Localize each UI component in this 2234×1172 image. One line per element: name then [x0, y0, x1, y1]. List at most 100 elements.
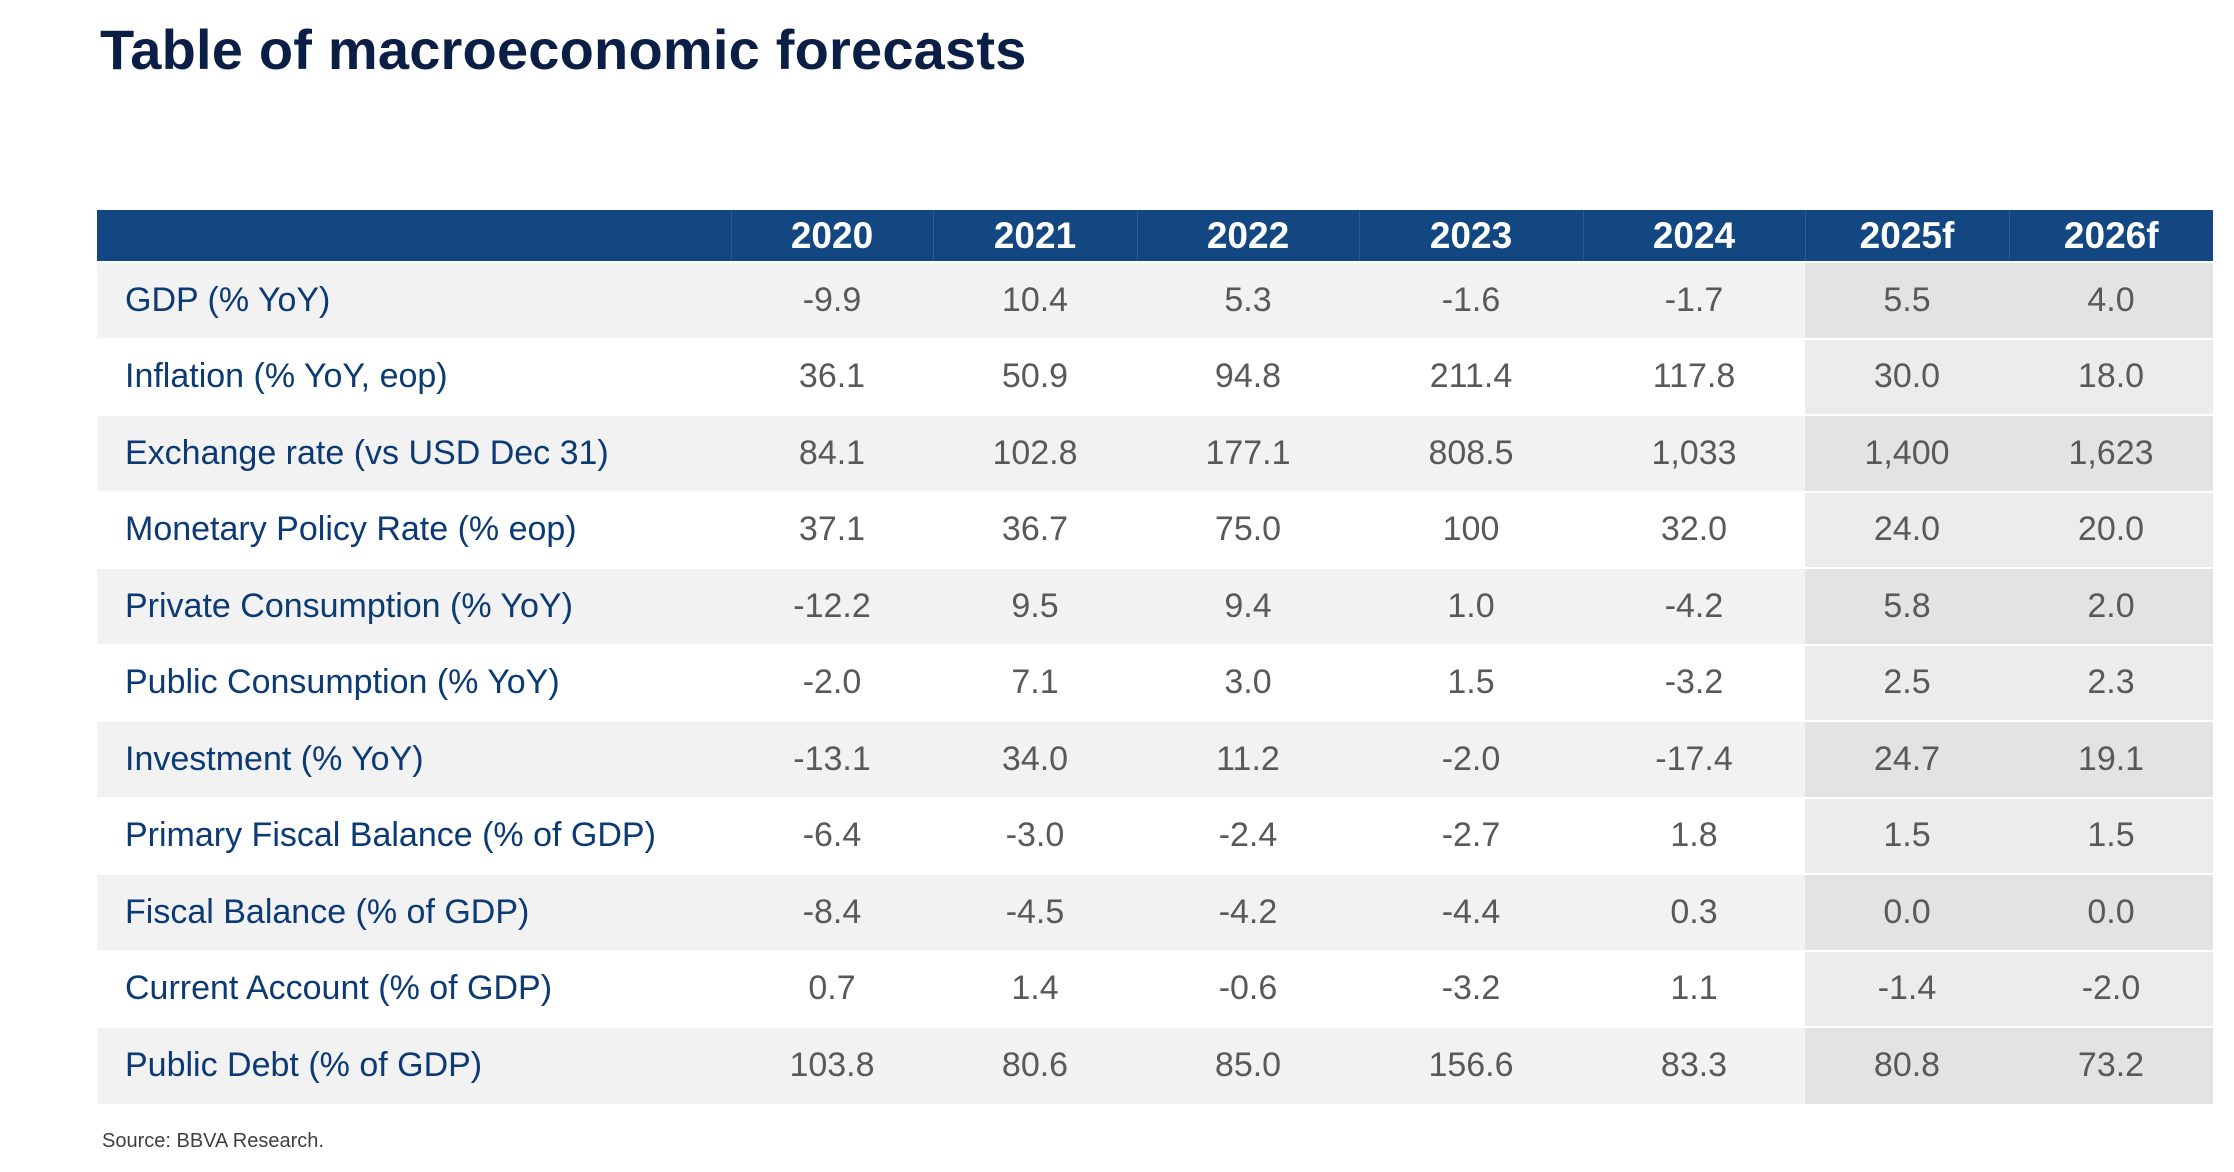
- header-cell-2025f: 2025f: [1804, 210, 2009, 262]
- value-cell: 1.1: [1583, 949, 1805, 1027]
- source-note: Source: BBVA Research.: [102, 1130, 324, 1152]
- value-cell: 37.1: [731, 490, 933, 568]
- value-cell: -17.4: [1583, 720, 1805, 798]
- value-cell: 50.9: [933, 337, 1137, 415]
- table-row: GDP (% YoY) -9.9 10.4 5.3 -1.6 -1.7 5.5 4.0: [97, 261, 2213, 339]
- value-cell: 102.8: [933, 414, 1137, 492]
- table-body: GDP (% YoY) -9.9 10.4 5.3 -1.6 -1.7 5.5 4.0 Infl…: [97, 261, 2213, 1104]
- value-cell: 83.3: [1583, 1026, 1805, 1104]
- table-row: Public Consumption (% YoY) -2.0 7.1 3.0 1.5-…: [97, 643, 2213, 721]
- value-cell: 3.0: [1137, 643, 1359, 721]
- value-cell: -13.1: [731, 720, 933, 798]
- value-cell: -8.4: [731, 873, 933, 951]
- table-row: Fiscal Balance (% of GDP) -8.4 -4.5 -4.2 -4.…: [97, 873, 2213, 951]
- value-cell: -4.2: [1583, 567, 1805, 645]
- value-cell: 156.6: [1359, 1026, 1583, 1104]
- forecast-value-cell: 19.1: [2009, 720, 2213, 798]
- forecast-value-cell: 20.0: [2009, 490, 2213, 568]
- header-cell-2024: 2024: [1582, 210, 1805, 262]
- value-cell: -9.9: [731, 261, 933, 339]
- table-row: Investment (% YoY) -13.1 34.0 11.2 -2.0 -17.4…: [97, 720, 2213, 798]
- page-title: Table of macroeconomic forecasts: [100, 18, 1027, 81]
- value-cell: 10.4: [933, 261, 1137, 339]
- value-cell: 0.3: [1583, 873, 1805, 951]
- value-cell: 94.8: [1137, 337, 1359, 415]
- value-cell: -2.7: [1359, 796, 1583, 874]
- value-cell: -1.6: [1359, 261, 1583, 339]
- value-cell: -3.2: [1359, 949, 1583, 1027]
- forecast-value-cell: 24.7: [1805, 720, 2009, 798]
- value-cell: 7.1: [933, 643, 1137, 721]
- row-label: GDP (% YoY): [97, 261, 731, 339]
- forecast-value-cell: 30.0: [1805, 337, 2009, 415]
- row-label: Inflation (% YoY, eop): [97, 337, 731, 415]
- forecast-value-cell: 1.5: [2009, 796, 2213, 874]
- value-cell: 1.5: [1359, 643, 1583, 721]
- row-label: Fiscal Balance (% of GDP): [97, 873, 731, 951]
- value-cell: -6.4: [731, 796, 933, 874]
- value-cell: -4.4: [1359, 873, 1583, 951]
- table-row: Monetary Policy Rate (% eop) 37.1 36.7 75.0…: [97, 490, 2213, 568]
- value-cell: -3.2: [1583, 643, 1805, 721]
- table-row: Current Account (% of GDP) 0.7 1.4 -0.6 -3.2…: [97, 949, 2213, 1027]
- row-label: Private Consumption (% YoY): [97, 567, 731, 645]
- value-cell: 75.0: [1137, 490, 1359, 568]
- value-cell: 34.0: [933, 720, 1137, 798]
- value-cell: 117.8: [1583, 337, 1805, 415]
- header-row: 2020 2021 2022 2023 2024 2025f 2026f: [97, 210, 2213, 262]
- value-cell: 1.8: [1583, 796, 1805, 874]
- row-label: Monetary Policy Rate (% eop): [97, 490, 731, 568]
- forecast-value-cell: 4.0: [2009, 261, 2213, 339]
- header-cell-2022: 2022: [1136, 210, 1359, 262]
- value-cell: 5.3: [1137, 261, 1359, 339]
- value-cell: 177.1: [1137, 414, 1359, 492]
- header-cell-2023: 2023: [1358, 210, 1583, 262]
- forecast-value-cell: 80.8: [1805, 1026, 2009, 1104]
- value-cell: 9.5: [933, 567, 1137, 645]
- value-cell: -2.4: [1137, 796, 1359, 874]
- value-cell: 85.0: [1137, 1026, 1359, 1104]
- row-label: Current Account (% of GDP): [97, 949, 731, 1027]
- row-label: Investment (% YoY): [97, 720, 731, 798]
- value-cell: 36.7: [933, 490, 1137, 568]
- forecast-table-container: 2020 2021 2022 2023 2024 2025f 2026f GDP…: [97, 210, 2213, 1104]
- row-label: Public Consumption (% YoY): [97, 643, 731, 721]
- value-cell: 84.1: [731, 414, 933, 492]
- value-cell: -12.2: [731, 567, 933, 645]
- table-row: Private Consumption (% YoY) -12.2 9.5 9.4 1.…: [97, 567, 2213, 645]
- value-cell: 100: [1359, 490, 1583, 568]
- value-cell: 36.1: [731, 337, 933, 415]
- forecast-value-cell: 2.0: [2009, 567, 2213, 645]
- table-row: Exchange rate (vs USD Dec 31) 84.1 102.8 17…: [97, 414, 2213, 492]
- value-cell: 0.7: [731, 949, 933, 1027]
- value-cell: -4.2: [1137, 873, 1359, 951]
- value-cell: 808.5: [1359, 414, 1583, 492]
- value-cell: -4.5: [933, 873, 1137, 951]
- forecast-value-cell: 0.0: [2009, 873, 2213, 951]
- value-cell: 1.4: [933, 949, 1137, 1027]
- table-header: 2020 2021 2022 2023 2024 2025f 2026f: [97, 210, 2213, 262]
- forecast-value-cell: -1.4: [1805, 949, 2009, 1027]
- value-cell: -3.0: [933, 796, 1137, 874]
- value-cell: 80.6: [933, 1026, 1137, 1104]
- value-cell: 211.4: [1359, 337, 1583, 415]
- value-cell: -2.0: [1359, 720, 1583, 798]
- value-cell: 9.4: [1137, 567, 1359, 645]
- value-cell: 11.2: [1137, 720, 1359, 798]
- value-cell: 1,033: [1583, 414, 1805, 492]
- forecast-value-cell: -2.0: [2009, 949, 2213, 1027]
- forecast-value-cell: 24.0: [1805, 490, 2009, 568]
- row-label: Exchange rate (vs USD Dec 31): [97, 414, 731, 492]
- forecast-value-cell: 73.2: [2009, 1026, 2213, 1104]
- forecast-value-cell: 5.5: [1805, 261, 2009, 339]
- forecast-value-cell: 1,623: [2009, 414, 2213, 492]
- value-cell: 103.8: [731, 1026, 933, 1104]
- forecast-value-cell: 18.0: [2009, 337, 2213, 415]
- value-cell: -1.7: [1583, 261, 1805, 339]
- value-cell: 32.0: [1583, 490, 1805, 568]
- forecast-value-cell: 2.3: [2009, 643, 2213, 721]
- value-cell: -2.0: [731, 643, 933, 721]
- value-cell: -0.6: [1137, 949, 1359, 1027]
- header-cell-2021: 2021: [932, 210, 1137, 262]
- header-cell-label: [97, 210, 731, 262]
